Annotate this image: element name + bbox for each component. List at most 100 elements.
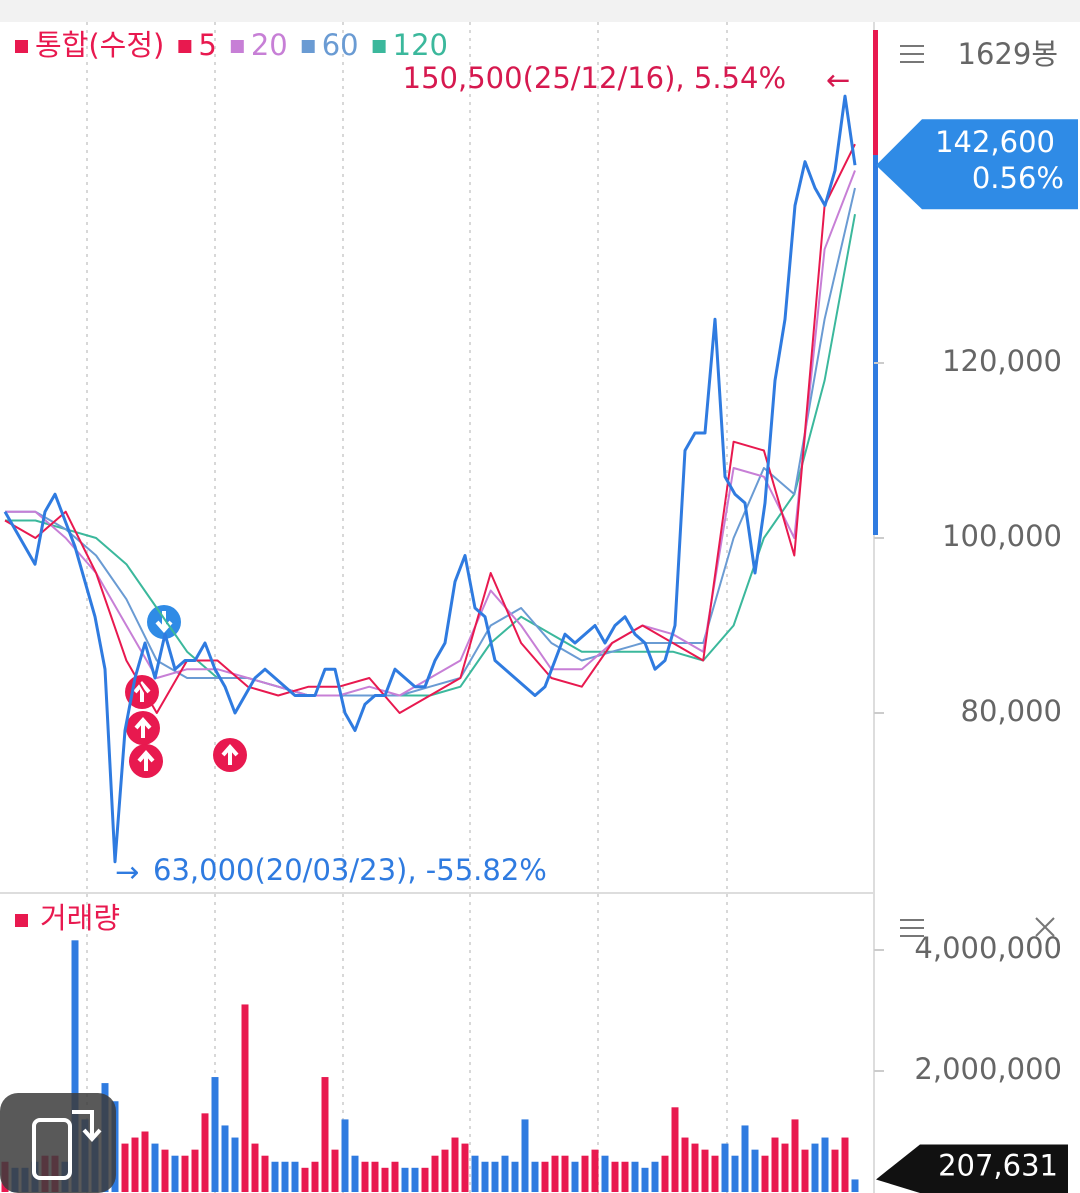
volume-bar: [731, 1155, 739, 1192]
volume-bar: [691, 1143, 699, 1192]
volume-bar: [851, 1179, 859, 1192]
volume-bar: [361, 1161, 369, 1192]
volume-bar: [261, 1155, 269, 1192]
range-bar-low: [873, 155, 878, 535]
volume-bar: [591, 1149, 599, 1192]
volume-bar: [771, 1137, 779, 1192]
volume-bar: [551, 1155, 559, 1192]
volume-bar: [621, 1161, 629, 1192]
rotate-button[interactable]: [0, 1093, 116, 1193]
volume-bar: [281, 1161, 289, 1192]
volume-bar: [451, 1137, 459, 1192]
volume-bar: [231, 1137, 239, 1192]
y-tick-label: 80,000: [961, 694, 1062, 728]
volume-bar: [241, 1004, 249, 1192]
volume-bar: [631, 1161, 639, 1192]
volume-bar: [221, 1125, 229, 1192]
volume-bar: [71, 940, 79, 1192]
volume-bar: [811, 1143, 819, 1192]
last-volume-box: [876, 1144, 1068, 1193]
annotation: 63,000(20/03/23), -55.82%: [153, 853, 547, 887]
volume-bar: [371, 1161, 379, 1192]
rotate-icon-phone: [32, 1118, 72, 1180]
legend-swatch: [301, 40, 315, 53]
volume-bar: [511, 1161, 519, 1192]
legend-label: 60: [322, 28, 359, 62]
volume-bar: [471, 1155, 479, 1192]
menu-icon[interactable]: [900, 45, 924, 63]
ma-line: [5, 187, 856, 697]
y-tick-label: 4,000,000: [914, 931, 1062, 965]
volume-bar: [701, 1149, 709, 1192]
volume-bar: [651, 1161, 659, 1192]
volume-bar: [541, 1161, 549, 1192]
annotation: 150,500(25/12/16), 5.54%: [403, 61, 786, 95]
volume-bar: [171, 1155, 179, 1192]
volume-bar: [351, 1155, 359, 1192]
legend-swatch: [15, 914, 28, 927]
volume-menu-icon[interactable]: [900, 919, 924, 937]
volume-bar: [181, 1155, 189, 1192]
volume-bar: [491, 1161, 499, 1192]
rotate-icon-arrow: [72, 1110, 102, 1143]
close-icon[interactable]: [1035, 917, 1055, 937]
legend-label: 120: [393, 28, 448, 62]
legend-swatch: [230, 40, 244, 53]
volume-bar: [641, 1167, 649, 1192]
volume-bar: [601, 1155, 609, 1192]
volume-bar: [311, 1161, 319, 1192]
volume-bar: [711, 1155, 719, 1192]
volume-bar: [821, 1137, 829, 1192]
volume-bar: [841, 1137, 849, 1192]
price-line: [3, 94, 857, 864]
volume-bar: [341, 1119, 349, 1192]
volume-bar: [161, 1149, 169, 1192]
volume-bar: [661, 1155, 669, 1192]
status-bar: [0, 0, 1080, 22]
y-tick-label: 120,000: [942, 344, 1062, 378]
volume-bar: [131, 1137, 139, 1192]
current-price-box: [876, 119, 1078, 210]
volume-bar: [421, 1167, 429, 1192]
legend-label: 통합(수정): [35, 28, 164, 62]
volume-bar: [531, 1161, 539, 1192]
volume-bar: [331, 1149, 339, 1192]
volume-bar: [721, 1143, 729, 1192]
volume-bar: [391, 1161, 399, 1192]
volume-bar: [751, 1149, 759, 1192]
volume-bar: [761, 1155, 769, 1192]
legend-label: 20: [251, 28, 288, 62]
volume-bar: [571, 1161, 579, 1192]
volume-bar: [321, 1077, 329, 1192]
legend-label: 거래량: [40, 901, 120, 935]
legend-swatch: [178, 40, 192, 53]
volume-bar: [401, 1167, 409, 1192]
high-arrow: ←: [826, 63, 850, 97]
volume-bar: [271, 1161, 279, 1192]
volume-bar: [501, 1155, 509, 1192]
volume-bar: [141, 1131, 149, 1192]
volume-bar: [211, 1077, 219, 1192]
y-tick-label: 2,000,000: [914, 1052, 1062, 1086]
current-change: 0.56%: [972, 161, 1064, 195]
volume-bar: [831, 1149, 839, 1192]
volume-bar: [791, 1119, 799, 1192]
volume-bar: [671, 1107, 679, 1192]
volume-bar: [681, 1137, 689, 1192]
y-tick-label: 100,000: [942, 519, 1062, 553]
volume-bar: [381, 1167, 389, 1192]
volume-bar: [741, 1125, 749, 1192]
volume-bar: [441, 1149, 449, 1192]
last-volume: 207,631: [938, 1148, 1058, 1182]
volume-bar: [191, 1149, 199, 1192]
legend-swatch: [15, 40, 28, 53]
range-bar-high: [873, 30, 878, 155]
legend-label: 5: [198, 28, 216, 62]
volume-bar: [121, 1143, 129, 1192]
volume-bar: [521, 1119, 529, 1192]
volume-bar: [431, 1155, 439, 1192]
volume-bar: [801, 1149, 809, 1192]
volume-bar: [781, 1143, 789, 1192]
volume-bar: [301, 1167, 309, 1192]
volume-bar: [461, 1143, 469, 1192]
